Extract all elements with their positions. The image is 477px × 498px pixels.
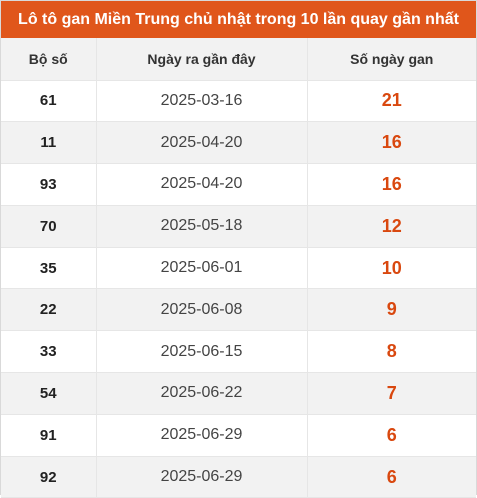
- cell-date: 2025-06-29: [96, 456, 308, 498]
- table-row: 33 2025-06-15 8: [1, 330, 476, 374]
- header-number: Bộ số: [1, 38, 97, 81]
- cell-days: 7: [307, 372, 476, 415]
- cell-date: 2025-03-16: [96, 80, 308, 123]
- table-row: 70 2025-05-18 12: [1, 205, 476, 248]
- cell-date: 2025-04-20: [96, 163, 308, 206]
- cell-number: 92: [1, 456, 97, 498]
- table-row: 54 2025-06-22 7: [1, 372, 476, 415]
- cell-days: 10: [307, 247, 476, 290]
- table-header-row: Bộ số Ngày ra gần đây Số ngày gan: [1, 38, 476, 81]
- cell-days: 8: [307, 330, 476, 374]
- cell-days: 16: [307, 163, 476, 206]
- cell-date: 2025-06-01: [96, 247, 308, 290]
- gan-table: Bộ số Ngày ra gần đây Số ngày gan 61 202…: [1, 38, 476, 498]
- cell-date: 2025-06-15: [96, 330, 308, 374]
- cell-number: 33: [1, 330, 97, 374]
- cell-date: 2025-04-20: [96, 121, 308, 165]
- cell-days: 21: [307, 80, 476, 123]
- table-row: 61 2025-03-16 21: [1, 80, 476, 123]
- header-days-gan: Số ngày gan: [307, 38, 476, 81]
- cell-days: 12: [307, 205, 476, 248]
- cell-days: 6: [307, 414, 476, 457]
- table-row: 22 2025-06-08 9: [1, 288, 476, 332]
- table-row: 11 2025-04-20 16: [1, 121, 476, 165]
- cell-days: 9: [307, 288, 476, 332]
- cell-date: 2025-05-18: [96, 205, 308, 248]
- cell-date: 2025-06-22: [96, 372, 308, 415]
- table-row: 35 2025-06-01 10: [1, 247, 476, 290]
- cell-number: 35: [1, 247, 97, 290]
- header-last-date: Ngày ra gần đây: [96, 38, 308, 81]
- cell-number: 22: [1, 288, 97, 332]
- table-title: Lô tô gan Miền Trung chủ nhật trong 10 l…: [1, 1, 476, 38]
- cell-number: 93: [1, 163, 97, 206]
- table-row: 91 2025-06-29 6: [1, 414, 476, 457]
- cell-days: 6: [307, 456, 476, 498]
- cell-number: 91: [1, 414, 97, 457]
- cell-date: 2025-06-08: [96, 288, 308, 332]
- cell-date: 2025-06-29: [96, 414, 308, 457]
- cell-number: 61: [1, 80, 97, 123]
- table-row: 92 2025-06-29 6: [1, 456, 476, 498]
- table-row: 93 2025-04-20 16: [1, 163, 476, 206]
- cell-number: 11: [1, 121, 97, 165]
- cell-number: 70: [1, 205, 97, 248]
- cell-number: 54: [1, 372, 97, 415]
- cell-days: 16: [307, 121, 476, 165]
